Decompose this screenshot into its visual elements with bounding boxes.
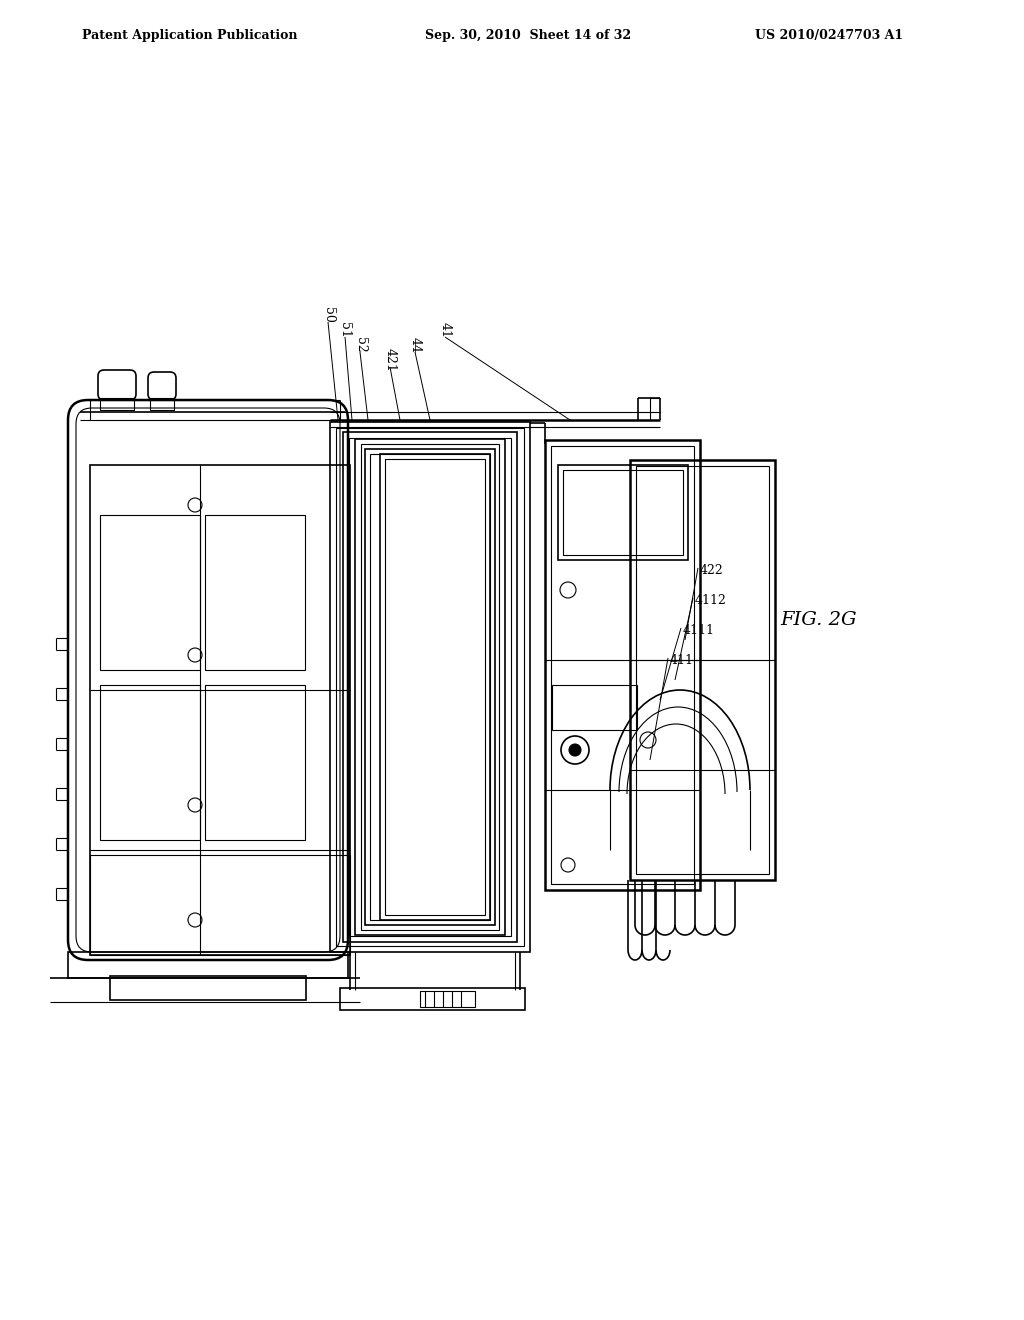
Text: 4112: 4112 xyxy=(695,594,727,606)
Text: 52: 52 xyxy=(353,337,367,352)
Bar xyxy=(420,991,475,1007)
Bar xyxy=(365,449,495,925)
Text: 50: 50 xyxy=(322,308,335,323)
Bar xyxy=(330,422,530,952)
Bar xyxy=(349,438,511,936)
Circle shape xyxy=(569,744,581,756)
Bar xyxy=(150,399,174,411)
Bar xyxy=(545,440,700,890)
Bar xyxy=(205,515,305,671)
Bar xyxy=(90,855,350,954)
Text: 44: 44 xyxy=(409,337,422,352)
Bar xyxy=(385,459,485,915)
Text: 422: 422 xyxy=(700,564,724,577)
Bar xyxy=(100,399,134,411)
Text: Sep. 30, 2010  Sheet 14 of 32: Sep. 30, 2010 Sheet 14 of 32 xyxy=(425,29,631,41)
Bar xyxy=(630,459,775,880)
Text: 4111: 4111 xyxy=(683,623,715,636)
Bar xyxy=(361,444,499,931)
Bar xyxy=(380,454,490,920)
Bar xyxy=(90,465,350,954)
Text: 411: 411 xyxy=(670,653,694,667)
Bar xyxy=(205,685,305,840)
Text: 41: 41 xyxy=(438,322,452,338)
Bar xyxy=(355,440,505,935)
Bar xyxy=(370,454,490,920)
Bar xyxy=(100,515,200,671)
Bar xyxy=(110,975,306,1001)
Bar xyxy=(336,428,524,946)
Bar xyxy=(100,685,200,840)
Bar xyxy=(636,466,769,874)
Bar xyxy=(563,470,683,554)
Bar xyxy=(558,465,688,560)
Bar xyxy=(340,987,525,1010)
Text: 51: 51 xyxy=(339,322,351,338)
Bar xyxy=(551,446,694,884)
Text: Patent Application Publication: Patent Application Publication xyxy=(82,29,298,41)
Bar xyxy=(68,952,348,978)
Text: US 2010/0247703 A1: US 2010/0247703 A1 xyxy=(755,29,903,41)
Bar xyxy=(552,685,637,730)
Bar xyxy=(343,432,517,942)
Text: FIG. 2G: FIG. 2G xyxy=(780,611,857,630)
Text: 421: 421 xyxy=(384,348,396,372)
